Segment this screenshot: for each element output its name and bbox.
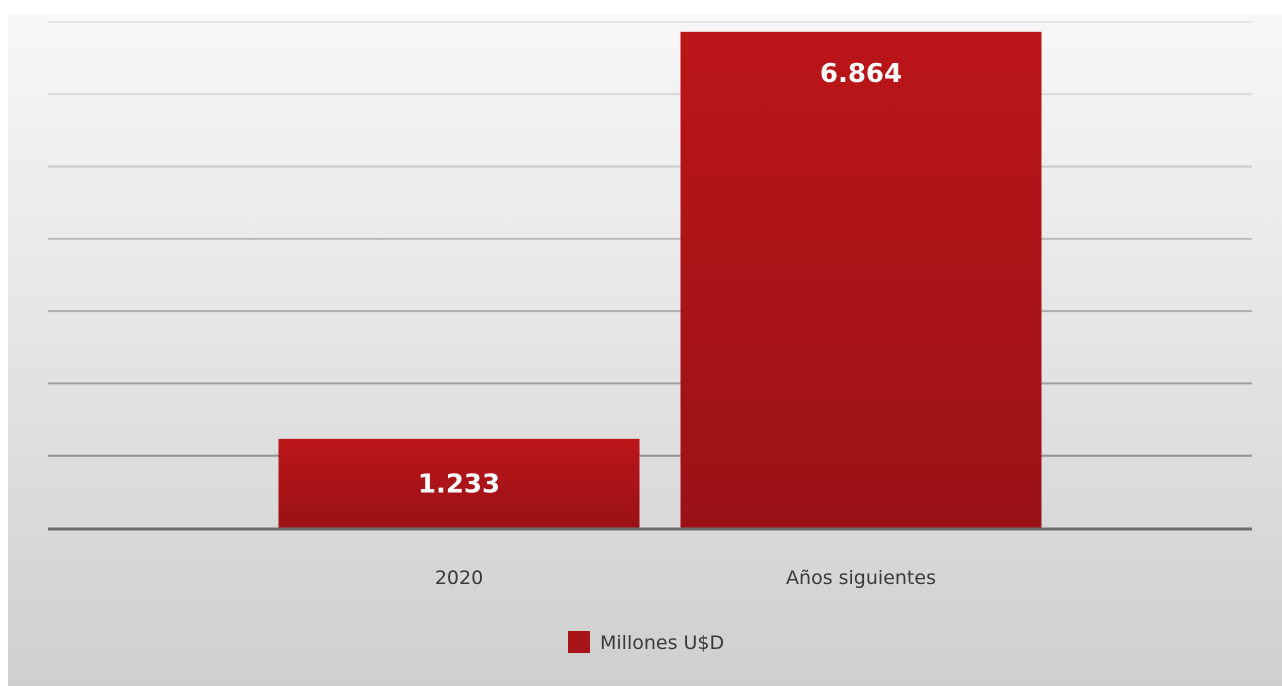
gridlines bbox=[48, 21, 1252, 457]
legend-swatch bbox=[568, 631, 590, 653]
legend: Millones U$D bbox=[568, 631, 724, 654]
bar-value-label: 6.864 bbox=[820, 59, 902, 89]
category-label: 2020 bbox=[435, 567, 483, 589]
category-label: Años siguientes bbox=[786, 567, 936, 589]
bar bbox=[278, 438, 640, 528]
bar bbox=[680, 31, 1042, 528]
bars bbox=[278, 31, 1042, 528]
bar-chart: 1.233 2020 6.864 Años siguientes Millones U… bbox=[48, 21, 1252, 654]
bar-value-label: 1.233 bbox=[418, 469, 500, 499]
labels: 1.233 2020 6.864 Años siguientes bbox=[418, 59, 936, 589]
chart-area: 1.233 2020 6.864 Años siguientes Millones U… bbox=[8, 14, 1282, 686]
legend-label: Millones U$D bbox=[600, 632, 724, 654]
